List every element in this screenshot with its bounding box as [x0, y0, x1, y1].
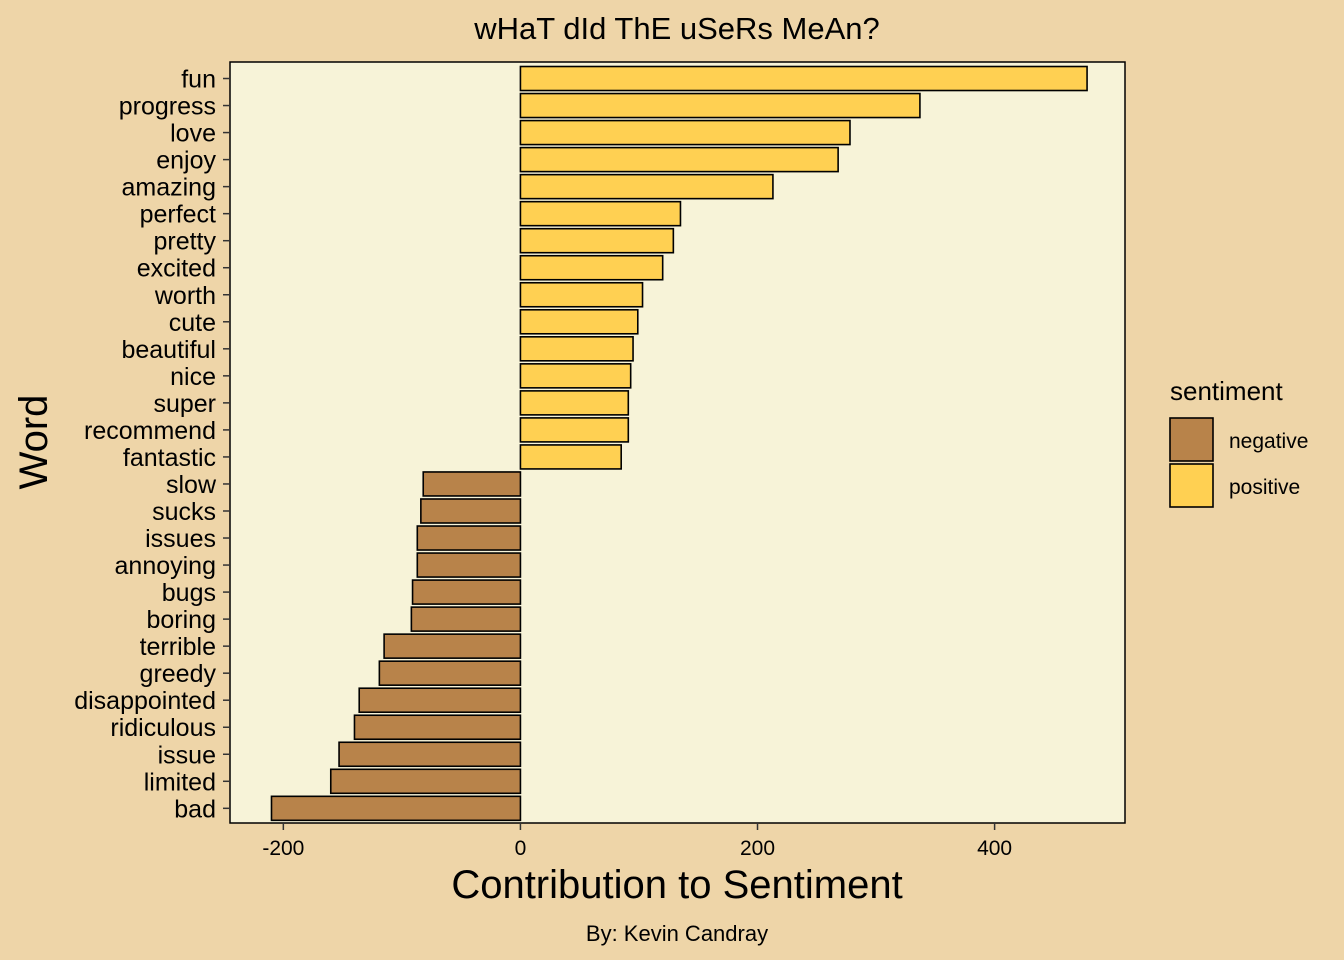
- y-tick-label: disappointed: [74, 687, 216, 715]
- y-axis-title: Word: [12, 395, 56, 490]
- bar-perfect: [519, 200, 682, 227]
- bar-issue: [338, 741, 522, 768]
- bar-greedy: [378, 660, 522, 686]
- bar-recommend: [519, 417, 630, 443]
- y-tick-label: issues: [145, 525, 216, 553]
- y-tick-label: excited: [137, 255, 216, 283]
- x-ticks: -200 0 200 400: [262, 823, 1012, 860]
- y-tick-label: sucks: [152, 498, 216, 526]
- bar-love: [519, 119, 851, 146]
- chart-title: wHaT dId ThE uSeRs MeAn?: [473, 11, 880, 46]
- bar-slow: [422, 471, 522, 497]
- bar-bugs: [411, 579, 522, 605]
- bar-limited: [329, 768, 522, 795]
- bar-beautiful: [519, 336, 634, 362]
- y-tick-label: cute: [169, 309, 216, 337]
- y-tick-label: limited: [144, 768, 216, 796]
- bar-nice: [519, 363, 632, 389]
- legend-label-negative: negative: [1229, 430, 1308, 453]
- y-tick-label: enjoy: [156, 147, 216, 175]
- y-tick-label: nice: [170, 363, 216, 391]
- bar-bad: [270, 795, 522, 822]
- bar-worth: [519, 281, 644, 308]
- bar-disappointed: [358, 687, 522, 714]
- bar-progress: [519, 92, 921, 119]
- x-tick-label: 400: [977, 837, 1012, 860]
- y-tick-label: worth: [154, 282, 216, 310]
- y-tick-label: amazing: [122, 174, 217, 202]
- y-tick-label: progress: [119, 93, 216, 121]
- y-tick-label: fantastic: [123, 444, 216, 472]
- y-tick-label: recommend: [84, 417, 216, 445]
- y-tick-label: bugs: [162, 579, 216, 607]
- legend-swatch-negative: [1169, 417, 1214, 462]
- y-tick-label: love: [170, 120, 216, 148]
- bar-annoying: [416, 552, 522, 578]
- x-axis-title: Contribution to Sentiment: [451, 863, 902, 907]
- y-tick-labels: funprogressloveenjoyamazingperfectpretty…: [74, 66, 230, 823]
- legend-label-positive: positive: [1229, 476, 1300, 499]
- y-tick-label: annoying: [115, 552, 216, 580]
- y-tick-label: beautiful: [121, 336, 216, 364]
- y-tick-label: greedy: [140, 660, 217, 688]
- y-tick-label: issue: [158, 741, 216, 769]
- x-tick-label: 0: [515, 837, 527, 860]
- y-tick-label: perfect: [140, 201, 216, 229]
- legend: sentiment negative positive: [1169, 376, 1308, 508]
- y-tick-label: ridiculous: [110, 714, 216, 742]
- bar-amazing: [519, 173, 774, 200]
- y-tick-label: boring: [147, 606, 217, 634]
- y-tick-label: bad: [174, 795, 216, 823]
- x-tick-label: 200: [740, 837, 775, 860]
- bar-cute: [519, 308, 639, 335]
- bar-fun: [519, 65, 1088, 92]
- bar-fantastic: [519, 444, 622, 470]
- x-tick-label: -200: [262, 837, 304, 860]
- legend-swatch-positive: [1169, 463, 1214, 508]
- y-tick-label: slow: [166, 471, 217, 499]
- y-tick-label: fun: [181, 66, 216, 94]
- y-tick-label: super: [153, 390, 216, 418]
- y-tick-label: pretty: [153, 228, 216, 256]
- bar-terrible: [383, 633, 522, 659]
- bar-super: [519, 390, 630, 416]
- caption: By: Kevin Candray: [586, 921, 768, 946]
- bar-issues: [416, 525, 522, 551]
- bar-boring: [410, 606, 522, 632]
- bar-ridiculous: [353, 714, 522, 741]
- y-tick-label: terrible: [140, 633, 216, 661]
- legend-title: sentiment: [1170, 376, 1283, 406]
- bar-sucks: [420, 498, 522, 524]
- bars-layer: [270, 65, 1088, 822]
- bar-pretty: [519, 227, 675, 254]
- bar-enjoy: [519, 146, 839, 173]
- bar-excited: [519, 254, 664, 281]
